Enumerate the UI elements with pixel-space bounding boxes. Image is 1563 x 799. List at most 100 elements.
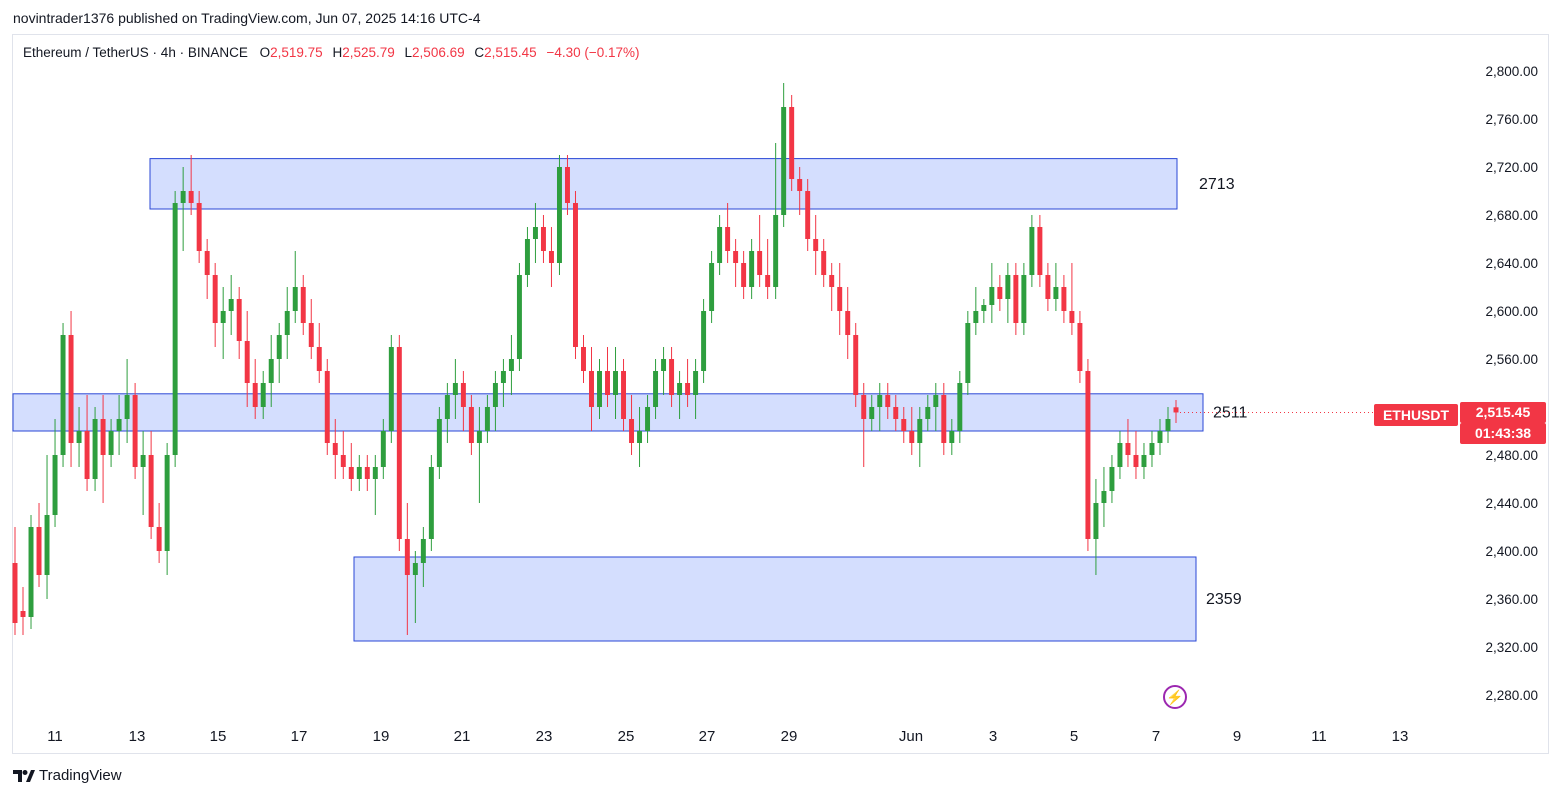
candle-body <box>276 335 282 359</box>
candle-body <box>805 191 811 239</box>
candle-body <box>741 263 747 287</box>
candle-body <box>613 371 618 395</box>
x-tick-label: 13 <box>1392 728 1409 745</box>
candle-body <box>1117 443 1123 467</box>
candle-body <box>468 407 474 443</box>
candle-body <box>180 191 186 203</box>
candle-body <box>1037 227 1043 275</box>
candle-body <box>556 167 562 263</box>
candle-body <box>1101 491 1107 503</box>
candle-body <box>484 407 490 431</box>
candle-body <box>28 527 34 617</box>
lightning-icon[interactable]: ⚡ <box>1163 685 1187 709</box>
candle-body <box>917 419 923 443</box>
candle-body <box>300 287 306 323</box>
candle-body <box>957 383 963 431</box>
x-tick-label: 23 <box>536 728 553 745</box>
candle-body <box>100 419 106 455</box>
candle-body <box>436 419 442 467</box>
candle-body <box>476 431 482 443</box>
candle-body <box>757 251 763 275</box>
candle-body <box>1077 323 1083 371</box>
candle-body <box>781 107 787 215</box>
candle-body <box>829 275 835 287</box>
candle-body <box>581 347 586 371</box>
candle-body <box>108 431 114 455</box>
candle-body <box>92 419 98 479</box>
candle-body <box>372 467 378 479</box>
y-tick-label: 2,800.00 <box>1485 64 1538 79</box>
countdown-tag: 01:43:38 <box>1460 423 1546 444</box>
x-tick-label: 15 <box>210 728 227 745</box>
candle-body <box>941 395 947 443</box>
candle-body <box>573 203 578 347</box>
tradingview-logo-icon <box>13 769 35 782</box>
candle-body <box>68 335 74 443</box>
candle-body <box>773 215 779 287</box>
candle-body <box>1029 227 1035 275</box>
high-value: 2,525.79 <box>342 45 395 60</box>
y-tick-label: 2,280.00 <box>1485 688 1538 703</box>
candle-body <box>709 263 715 311</box>
candle-body <box>1157 431 1163 443</box>
candle-body <box>20 611 26 617</box>
x-tick-label: 21 <box>454 728 471 745</box>
candle-body <box>412 563 418 575</box>
candle-body <box>324 371 330 443</box>
y-tick-label: 2,720.00 <box>1485 160 1538 175</box>
candle-body <box>949 431 955 443</box>
candle-body <box>212 275 218 323</box>
symbol-label[interactable]: Ethereum / TetherUS · 4h · BINANCE <box>23 45 248 60</box>
candle-body <box>356 467 362 479</box>
candle-body <box>717 227 723 263</box>
candle-body <box>813 239 819 251</box>
candle-body <box>965 323 971 383</box>
candle-body <box>500 371 506 383</box>
candle-body <box>292 287 298 311</box>
candle-body <box>1045 275 1051 299</box>
candle-body <box>444 395 450 419</box>
x-tick-label: 7 <box>1152 728 1160 745</box>
candle-body <box>156 527 162 551</box>
y-tick-label: 2,640.00 <box>1485 256 1538 271</box>
brand[interactable]: TradingView <box>13 767 122 784</box>
zone-label-2511: 2511 <box>1213 404 1248 421</box>
candle-body <box>164 455 170 551</box>
y-tick-label: 2,760.00 <box>1485 112 1538 127</box>
close-value: 2,515.45 <box>484 45 537 60</box>
y-tick-label: 2,680.00 <box>1485 208 1538 223</box>
candle-body <box>348 467 354 479</box>
candle-body <box>797 179 803 191</box>
candle-body <box>236 299 242 341</box>
candle-body <box>244 341 250 383</box>
x-tick-label: 29 <box>781 728 798 745</box>
candle-body <box>669 359 675 395</box>
y-tick-label: 2,600.00 <box>1485 304 1538 319</box>
candle-body <box>124 395 130 419</box>
candle-body <box>877 395 883 407</box>
published-line: novintrader1376 published on TradingView… <box>13 10 481 26</box>
candle-body <box>661 359 667 371</box>
candle-body <box>148 455 154 527</box>
candle-body <box>284 311 290 335</box>
candle-body <box>220 311 226 323</box>
candle-body <box>893 407 899 419</box>
candle-body <box>516 275 522 359</box>
change-value: −4.30 (−0.17%) <box>546 45 640 60</box>
symbol-tag: ETHUSDT <box>1374 404 1458 426</box>
candle-body <box>12 563 18 623</box>
candle-body <box>76 431 82 443</box>
candle-body <box>228 299 234 311</box>
candle-body <box>1053 287 1059 299</box>
candle-body <box>268 359 274 383</box>
candle-body <box>1133 455 1139 467</box>
candle-body <box>749 251 755 287</box>
candle-body <box>84 431 90 479</box>
x-tick-label: 17 <box>291 728 308 745</box>
candle-body <box>677 383 683 395</box>
y-tick-label: 2,320.00 <box>1485 640 1538 655</box>
candle-body <box>637 431 643 443</box>
x-tick-label: 25 <box>618 728 635 745</box>
zone-label-2713: 2713 <box>1199 176 1235 193</box>
